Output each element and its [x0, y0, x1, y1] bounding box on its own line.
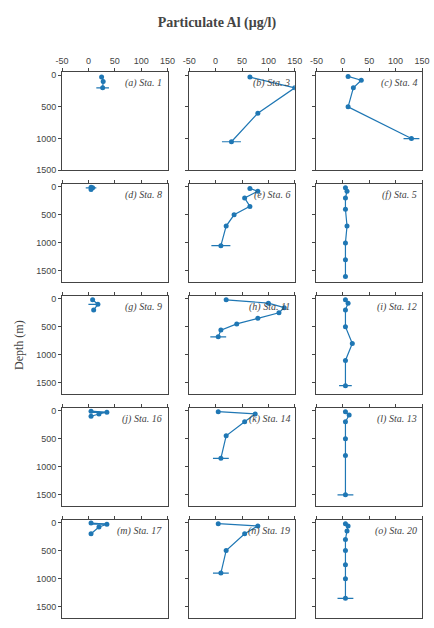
- svg-text:1000: 1000: [36, 238, 56, 248]
- svg-text:1500: 1500: [36, 378, 56, 388]
- svg-text:1000: 1000: [36, 462, 56, 472]
- svg-text:1500: 1500: [36, 602, 56, 612]
- svg-text:(d) Sta. 8: (d) Sta. 8: [125, 189, 162, 201]
- svg-text:500: 500: [41, 434, 56, 444]
- svg-text:150: 150: [414, 56, 429, 66]
- svg-text:1000: 1000: [36, 574, 56, 584]
- svg-text:(a) Sta. 1: (a) Sta. 1: [125, 77, 162, 89]
- svg-text:(n) Sta. 19: (n) Sta. 19: [248, 525, 290, 537]
- svg-text:1000: 1000: [36, 350, 56, 360]
- svg-text:(g) Sta. 9: (g) Sta. 9: [125, 301, 162, 313]
- svg-text:(l) Sta. 13: (l) Sta. 13: [377, 413, 417, 425]
- svg-text:0: 0: [213, 56, 218, 66]
- svg-text:50: 50: [110, 56, 120, 66]
- svg-text:150: 150: [160, 56, 175, 66]
- svg-text:150: 150: [287, 56, 302, 66]
- svg-text:500: 500: [41, 546, 56, 556]
- svg-text:(c) Sta. 4: (c) Sta. 4: [381, 77, 417, 89]
- svg-text:(h) Sta. 11: (h) Sta. 11: [249, 301, 290, 313]
- svg-text:-50: -50: [55, 56, 68, 66]
- svg-text:1000: 1000: [36, 134, 56, 144]
- svg-text:50: 50: [237, 56, 247, 66]
- svg-text:0: 0: [51, 518, 56, 528]
- svg-text:(b) Sta. 3: (b) Sta. 3: [253, 77, 290, 89]
- svg-text:0: 0: [51, 406, 56, 416]
- svg-text:(m) Sta. 17: (m) Sta. 17: [117, 525, 162, 537]
- svg-text:0: 0: [51, 182, 56, 192]
- svg-text:Particulate Al (μg/l): Particulate Al (μg/l): [158, 15, 277, 31]
- svg-text:(f) Sta. 5: (f) Sta. 5: [382, 189, 417, 201]
- svg-text:0: 0: [340, 56, 345, 66]
- svg-text:(e) Sta. 6: (e) Sta. 6: [254, 189, 290, 201]
- svg-text:(k) Sta. 14: (k) Sta. 14: [249, 413, 290, 425]
- svg-text:500: 500: [41, 102, 56, 112]
- svg-text:1500: 1500: [36, 165, 56, 175]
- svg-text:500: 500: [41, 322, 56, 332]
- svg-text:0: 0: [51, 294, 56, 304]
- svg-text:-50: -50: [183, 56, 196, 66]
- svg-text:(o) Sta. 20: (o) Sta. 20: [375, 525, 417, 537]
- svg-text:1500: 1500: [36, 490, 56, 500]
- svg-text:Depth (m): Depth (m): [12, 320, 26, 370]
- svg-text:-50: -50: [310, 56, 323, 66]
- svg-text:0: 0: [86, 56, 91, 66]
- svg-text:500: 500: [41, 210, 56, 220]
- svg-text:50: 50: [364, 56, 374, 66]
- svg-text:100: 100: [134, 56, 149, 66]
- svg-text:(j) Sta. 16: (j) Sta. 16: [122, 413, 162, 425]
- svg-text:100: 100: [261, 56, 276, 66]
- svg-text:(i) Sta. 12: (i) Sta. 12: [377, 301, 417, 313]
- svg-text:0: 0: [51, 70, 56, 80]
- svg-text:100: 100: [388, 56, 403, 66]
- svg-text:1500: 1500: [36, 266, 56, 276]
